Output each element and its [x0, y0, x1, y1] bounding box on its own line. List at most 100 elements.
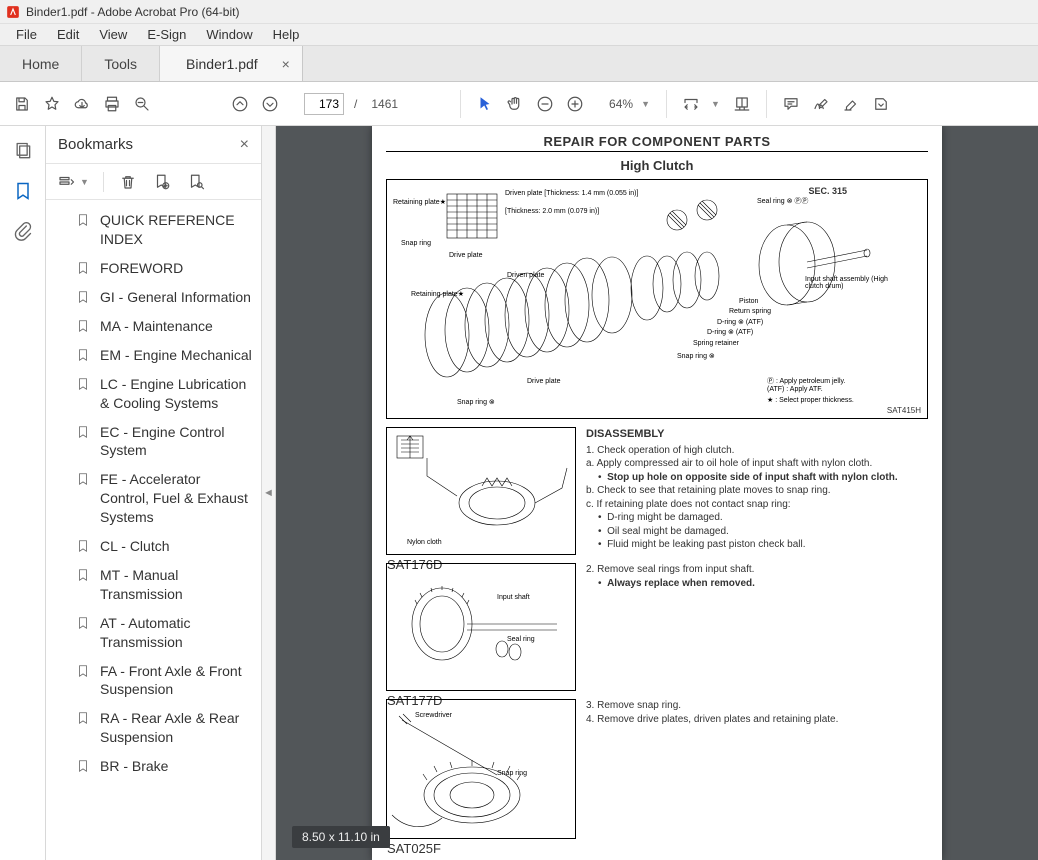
bookmark-item[interactable]: FOREWORD: [46, 254, 261, 283]
left-rail: [0, 126, 46, 860]
menu-edit[interactable]: Edit: [49, 25, 87, 44]
bookmark-item[interactable]: QUICK REFERENCE INDEX: [46, 206, 261, 254]
fit-width-icon[interactable]: [679, 92, 703, 116]
more-tool-icon[interactable]: [869, 92, 893, 116]
menu-window[interactable]: Window: [198, 25, 260, 44]
fit-dropdown-icon[interactable]: ▼: [711, 99, 720, 109]
bookmark-item[interactable]: FE - Accelerator Control, Fuel & Exhaust…: [46, 465, 261, 532]
print-icon[interactable]: [100, 92, 124, 116]
bookmark-item-icon: [76, 377, 92, 394]
bm-delete-icon[interactable]: [118, 172, 138, 192]
bookmark-item-icon: [76, 568, 92, 585]
disassembly-text-2: 2. Remove seal rings from input shaft. •…: [586, 563, 928, 691]
tab-row: Home Tools Binder1.pdf ×: [0, 46, 1038, 82]
main-area: Bookmarks × ▼ QUICK REFERENCE INDEX FOREW…: [0, 126, 1038, 860]
bm-find-icon[interactable]: [186, 172, 206, 192]
page-up-icon[interactable]: [228, 92, 252, 116]
bookmark-item[interactable]: EM - Engine Mechanical: [46, 341, 261, 370]
bookmarks-icon[interactable]: [12, 180, 34, 202]
window-title: Binder1.pdf - Adobe Acrobat Pro (64-bit): [26, 5, 239, 19]
figure-3-sketch: [387, 564, 575, 690]
bookmark-item-icon: [76, 290, 92, 307]
bookmark-item-icon: [76, 711, 92, 728]
bm-add-icon[interactable]: [152, 172, 172, 192]
bookmarks-toolbar: ▼: [46, 164, 261, 200]
panel-collapse-handle[interactable]: ◄: [262, 126, 276, 860]
thumbnails-icon[interactable]: [12, 140, 34, 162]
zoom-minus-icon[interactable]: [533, 92, 557, 116]
bookmark-item[interactable]: AT - Automatic Transmission: [46, 609, 261, 657]
zoom-dropdown-icon[interactable]: ▼: [641, 99, 650, 109]
acrobat-icon: [6, 5, 20, 19]
sign-icon[interactable]: [809, 92, 833, 116]
bookmark-item[interactable]: MA - Maintenance: [46, 312, 261, 341]
page-subtitle: High Clutch: [386, 158, 928, 173]
bookmark-item-icon: [76, 319, 92, 336]
bookmark-item-label: LC - Engine Lubrication & Cooling System…: [100, 375, 253, 413]
figure-4: Screwdriver Snap ring SAT025F: [386, 699, 576, 839]
page-size-badge: 8.50 x 11.10 in: [292, 826, 390, 848]
bm-options-icon[interactable]: [56, 172, 76, 192]
exploded-view-sketch: [387, 180, 955, 418]
bookmark-item-icon: [76, 539, 92, 556]
bookmark-item[interactable]: BR - Brake: [46, 752, 261, 781]
star-icon[interactable]: [40, 92, 64, 116]
bookmark-item-label: MA - Maintenance: [100, 317, 213, 336]
bookmark-item-label: RA - Rear Axle & Rear Suspension: [100, 709, 253, 747]
save-icon[interactable]: [10, 92, 34, 116]
tab-home[interactable]: Home: [0, 46, 82, 81]
menu-bar: File Edit View E-Sign Window Help: [0, 24, 1038, 46]
zoom-out-icon[interactable]: [130, 92, 154, 116]
bookmark-item-label: FA - Front Axle & Front Suspension: [100, 662, 253, 700]
read-mode-icon[interactable]: [730, 92, 754, 116]
bookmark-item-icon: [76, 261, 92, 278]
bookmark-item[interactable]: GI - General Information: [46, 283, 261, 312]
figure-3: Input shaft Seal ring SAT177D: [386, 563, 576, 691]
bookmark-item[interactable]: MT - Manual Transmission: [46, 561, 261, 609]
menu-view[interactable]: View: [91, 25, 135, 44]
select-tool-icon[interactable]: [473, 92, 497, 116]
bookmark-item-icon: [76, 425, 92, 442]
bookmark-item-label: AT - Automatic Transmission: [100, 614, 253, 652]
bookmarks-close-icon[interactable]: ×: [240, 136, 249, 154]
toolbar: / 1461 64% ▼ ▼: [0, 82, 1038, 126]
main-figure: SEC. 315 SAT415H: [386, 179, 928, 419]
chevron-left-icon: ◄: [263, 487, 274, 499]
bookmark-item[interactable]: CL - Clutch: [46, 532, 261, 561]
disassembly-text-1: DISASSEMBLY 1. Check operation of high c…: [586, 427, 928, 555]
bookmarks-header: Bookmarks ×: [46, 126, 261, 164]
bookmark-item[interactable]: LC - Engine Lubrication & Cooling System…: [46, 370, 261, 418]
bookmark-item-label: EM - Engine Mechanical: [100, 346, 252, 365]
page-number-input[interactable]: [304, 93, 344, 115]
bookmark-item[interactable]: EC - Engine Control System: [46, 418, 261, 466]
cloud-icon[interactable]: [70, 92, 94, 116]
highlight-icon[interactable]: [839, 92, 863, 116]
page-total: 1461: [371, 97, 398, 111]
zoom-plus-icon[interactable]: [563, 92, 587, 116]
menu-help[interactable]: Help: [265, 25, 308, 44]
hand-tool-icon[interactable]: [503, 92, 527, 116]
tab-tools[interactable]: Tools: [82, 46, 160, 81]
bookmark-item-icon: [76, 759, 92, 776]
figure-2-sketch: [387, 428, 575, 554]
figure-2: Nylon cloth SAT176D: [386, 427, 576, 555]
comment-icon[interactable]: [779, 92, 803, 116]
zoom-value: 64%: [609, 97, 633, 111]
menu-esign[interactable]: E-Sign: [139, 25, 194, 44]
page-sep: /: [354, 97, 357, 111]
menu-file[interactable]: File: [8, 25, 45, 44]
attachments-icon[interactable]: [12, 220, 34, 242]
tab-close-icon[interactable]: ×: [282, 56, 290, 72]
bookmark-item-label: FOREWORD: [100, 259, 183, 278]
document-viewport[interactable]: REPAIR FOR COMPONENT PARTS High Clutch S…: [276, 126, 1038, 860]
tab-document-name: Binder1.pdf: [186, 56, 258, 72]
bookmark-item-icon: [76, 616, 92, 633]
bookmark-item-icon: [76, 348, 92, 365]
page-down-icon[interactable]: [258, 92, 282, 116]
figure-4-sketch: [387, 700, 575, 838]
bookmark-item[interactable]: FA - Front Axle & Front Suspension: [46, 657, 261, 705]
bookmark-item-icon: [76, 472, 92, 489]
bookmarks-list[interactable]: QUICK REFERENCE INDEX FOREWORD GI - Genera…: [46, 200, 261, 860]
tab-document[interactable]: Binder1.pdf ×: [160, 46, 303, 81]
bookmark-item[interactable]: RA - Rear Axle & Rear Suspension: [46, 704, 261, 752]
